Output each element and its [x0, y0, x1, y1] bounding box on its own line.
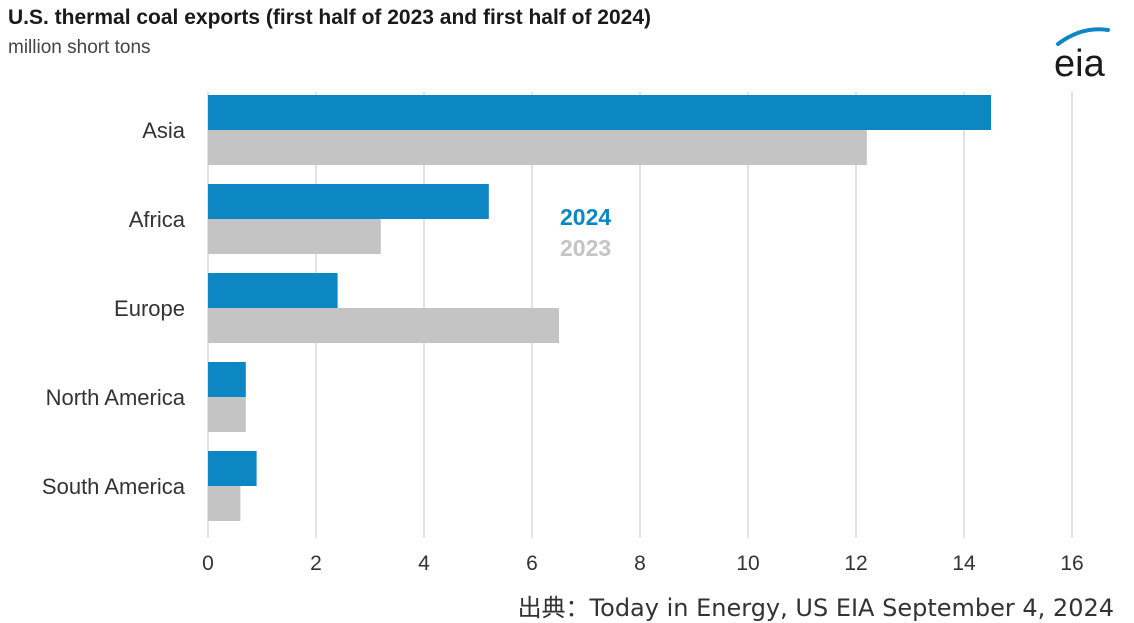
bar-south-america-2024: [208, 451, 257, 486]
bar-south-america-2023: [208, 486, 241, 521]
legend: 2024 2023: [560, 204, 611, 261]
category-label: North America: [46, 385, 186, 410]
x-tick-label: 10: [736, 552, 759, 575]
bar-north-america-2024: [208, 362, 246, 397]
x-tick-label: 14: [952, 552, 976, 575]
legend-item-2023: 2023: [560, 235, 611, 261]
x-tick-label: 2: [310, 552, 322, 575]
eia-logo-text: eia: [1054, 43, 1106, 82]
x-tick-label: 4: [418, 552, 430, 575]
x-tick-label: 0: [202, 552, 214, 575]
bar-europe-2023: [208, 308, 559, 343]
chart-title: U.S. thermal coal exports (first half of…: [8, 6, 652, 29]
category-label: Africa: [129, 207, 186, 232]
bars: [208, 95, 991, 521]
category-label: Europe: [114, 296, 185, 321]
category-label: South America: [42, 474, 186, 499]
bar-asia-2024: [208, 95, 991, 130]
source-note: 出典：Today in Energy, US EIA September 4, …: [517, 594, 1114, 622]
bar-africa-2024: [208, 184, 489, 219]
x-tick-label: 12: [844, 552, 867, 575]
x-tick-label: 8: [634, 552, 646, 575]
legend-item-2024: 2024: [560, 204, 611, 230]
x-tick-label: 6: [526, 552, 538, 575]
bar-north-america-2023: [208, 397, 246, 432]
chart-subtitle: million short tons: [8, 37, 151, 58]
x-tick-labels: 0 2 4 6 8 10 12 14 16: [202, 552, 1084, 575]
category-labels: Asia Africa Europe North America South Ameri…: [42, 118, 186, 499]
bar-europe-2024: [208, 273, 338, 308]
category-label: Asia: [142, 118, 186, 143]
eia-logo: eia: [1054, 27, 1110, 82]
x-tick-label: 16: [1060, 552, 1083, 575]
bar-africa-2023: [208, 219, 381, 254]
bar-asia-2023: [208, 130, 867, 165]
eia-logo-arc: [1056, 27, 1110, 46]
